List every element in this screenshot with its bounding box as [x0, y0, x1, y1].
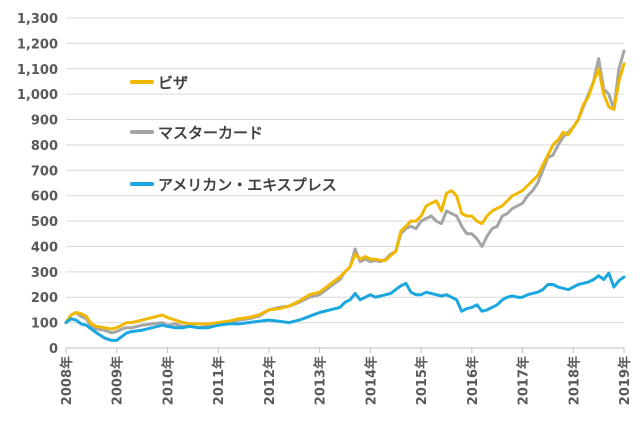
y-tick-label: 100 — [31, 317, 58, 332]
y-tick-label: 1,300 — [17, 12, 58, 27]
x-tick-label: 2009年 — [110, 356, 126, 405]
x-tick-label: 2017年 — [516, 356, 532, 405]
x-tick-label: 2013年 — [313, 356, 329, 405]
y-tick-label: 700 — [31, 164, 58, 179]
x-tick-label: 2012年 — [262, 356, 278, 405]
y-tick-label: 1,000 — [17, 88, 58, 103]
x-tick-label: 2016年 — [465, 356, 481, 405]
x-tick-label: 2019年 — [617, 356, 633, 405]
x-axis-ticks: 2008年 2009年 2010年 2011年 2012年 2013年 2014年 2015年… — [59, 348, 633, 405]
series-line-1 — [64, 62, 626, 331]
y-tick-label: 500 — [31, 215, 58, 230]
y-tick-label: 300 — [31, 266, 58, 281]
y-tick-label: 200 — [31, 291, 58, 306]
legend-label: ビザ — [158, 74, 188, 92]
y-tick-label: 800 — [31, 139, 58, 154]
y-axis-ticks: 0 100 200 300 400 500 600 700 800 900 1,000 1,100 1,… — [17, 12, 58, 357]
y-tick-label: 900 — [31, 114, 58, 129]
y-tick-label: 400 — [31, 240, 58, 255]
x-tick-label: 2014年 — [363, 356, 379, 405]
y-tick-label: 1,200 — [17, 37, 58, 52]
x-tick-label: 2018年 — [566, 356, 582, 405]
series-lines — [64, 49, 626, 342]
gridlines — [66, 17, 624, 324]
y-tick-label: 600 — [31, 190, 58, 205]
legend-label: アメリカン・エキスプレス — [158, 176, 337, 194]
legend-label: マスターカード — [158, 124, 263, 142]
y-tick-label: 0 — [49, 342, 58, 357]
x-tick-label: 2008年 — [59, 356, 75, 405]
x-tick-label: 2010年 — [160, 356, 176, 405]
x-tick-label: 2015年 — [414, 356, 430, 405]
series-line-2 — [64, 271, 626, 342]
y-tick-label: 1,100 — [17, 63, 58, 78]
x-tick-label: 2011年 — [211, 356, 227, 405]
